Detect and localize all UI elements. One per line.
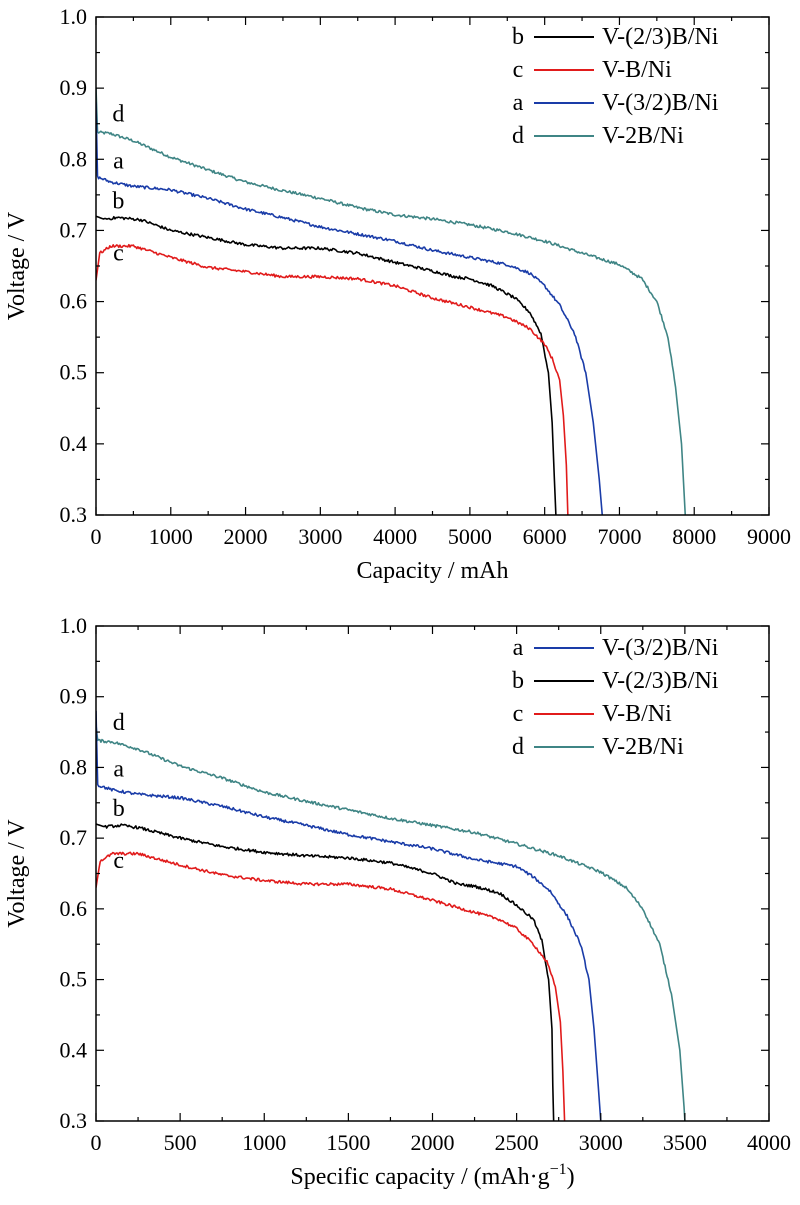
x-tick-label: 0: [91, 524, 102, 549]
x-tick-label: 1000: [242, 1130, 286, 1155]
legend-label-a: V-(3/2)B/Ni: [602, 635, 719, 661]
x-axis-title: Capacity / mAh: [357, 558, 509, 584]
series-line-a: [96, 102, 604, 515]
x-tick-label: 8000: [672, 524, 716, 549]
x-tick-label: 2500: [495, 1130, 539, 1155]
x-tick-label: 9000: [747, 524, 791, 549]
x-axis-title: Specific capacity / (mAh·g−1): [290, 1161, 574, 1190]
legend-label-d: V-2B/Ni: [602, 734, 684, 760]
series-line-b: [96, 215, 557, 515]
y-tick-label: 0.4: [60, 431, 88, 456]
series-line-d: [96, 88, 687, 515]
x-tick-label: 5000: [448, 524, 492, 549]
series-line-d: [96, 724, 686, 1121]
legend-label-b: V-(2/3)B/Ni: [602, 668, 719, 694]
legend-label-b: V-(2/3)B/Ni: [602, 24, 719, 50]
curve-tag-a: a: [113, 149, 124, 175]
legend-tag-c: c: [513, 701, 524, 727]
x-tick-label: 4000: [373, 524, 417, 549]
legend-tag-d: d: [512, 123, 524, 149]
curve-tag-d: d: [113, 710, 125, 736]
x-axis-title-sup: −1: [550, 1161, 567, 1178]
x-tick-label: 4000: [747, 1130, 791, 1155]
curve-tag-a: a: [113, 757, 124, 783]
curve-tag-c: c: [113, 848, 124, 874]
x-tick-label: 2000: [411, 1130, 455, 1155]
y-tick-label: 0.5: [60, 360, 88, 385]
y-tick-label: 0.9: [60, 75, 88, 100]
x-tick-label: 2000: [224, 524, 268, 549]
x-tick-label: 0: [91, 1130, 102, 1155]
curve-tag-b: b: [113, 796, 125, 822]
legend-tag-b: b: [512, 24, 524, 50]
y-tick-label: 0.6: [60, 896, 88, 921]
y-tick-label: 0.3: [60, 1108, 88, 1133]
series-line-b: [96, 823, 555, 1121]
x-tick-label: 3000: [298, 524, 342, 549]
curve-tag-d: d: [112, 102, 124, 128]
x-tick-label: 3500: [663, 1130, 707, 1155]
y-axis-title: Voltage / V: [4, 211, 30, 320]
legend-tag-c: c: [513, 57, 524, 83]
legend-label-c: V-B/Ni: [602, 57, 672, 83]
y-tick-label: 1.0: [60, 613, 88, 638]
curve-tag-c: c: [113, 240, 124, 266]
y-tick-label: 0.8: [60, 754, 88, 779]
y-tick-label: 0.7: [60, 825, 88, 850]
legend-tag-b: b: [512, 668, 524, 694]
y-tick-label: 0.3: [60, 502, 88, 527]
curve-tag-b: b: [112, 188, 124, 214]
legend-label-d: V-2B/Ni: [602, 123, 684, 149]
legend-label-c: V-B/Ni: [602, 701, 672, 727]
x-tick-label: 3000: [579, 1130, 623, 1155]
legend-tag-a: a: [513, 635, 524, 661]
x-tick-label: 1000: [149, 524, 193, 549]
y-tick-label: 0.8: [60, 146, 88, 171]
series-line-c: [96, 851, 566, 1121]
x-tick-label: 7000: [597, 524, 641, 549]
x-axis-title-main: Specific capacity / (mAh·g: [290, 1164, 549, 1190]
x-tick-label: 500: [164, 1130, 197, 1155]
legend-tag-d: d: [512, 734, 524, 760]
series-line-a: [96, 710, 602, 1121]
y-tick-label: 0.9: [60, 684, 88, 709]
x-tick-label: 1500: [326, 1130, 370, 1155]
y-tick-label: 0.7: [60, 217, 88, 242]
legend-tag-a: a: [513, 90, 524, 116]
series-line-c: [96, 243, 569, 515]
y-tick-label: 0.6: [60, 289, 88, 314]
y-tick-label: 0.5: [60, 967, 88, 992]
x-axis-title-end: ): [567, 1164, 575, 1190]
y-tick-label: 0.4: [60, 1037, 88, 1062]
x-tick-label: 6000: [523, 524, 567, 549]
y-tick-label: 1.0: [60, 4, 88, 29]
x-axis-title-main: Capacity / mAh: [357, 558, 509, 584]
y-axis-title: Voltage / V: [4, 819, 30, 928]
legend-label-a: V-(3/2)B/Ni: [602, 90, 719, 116]
